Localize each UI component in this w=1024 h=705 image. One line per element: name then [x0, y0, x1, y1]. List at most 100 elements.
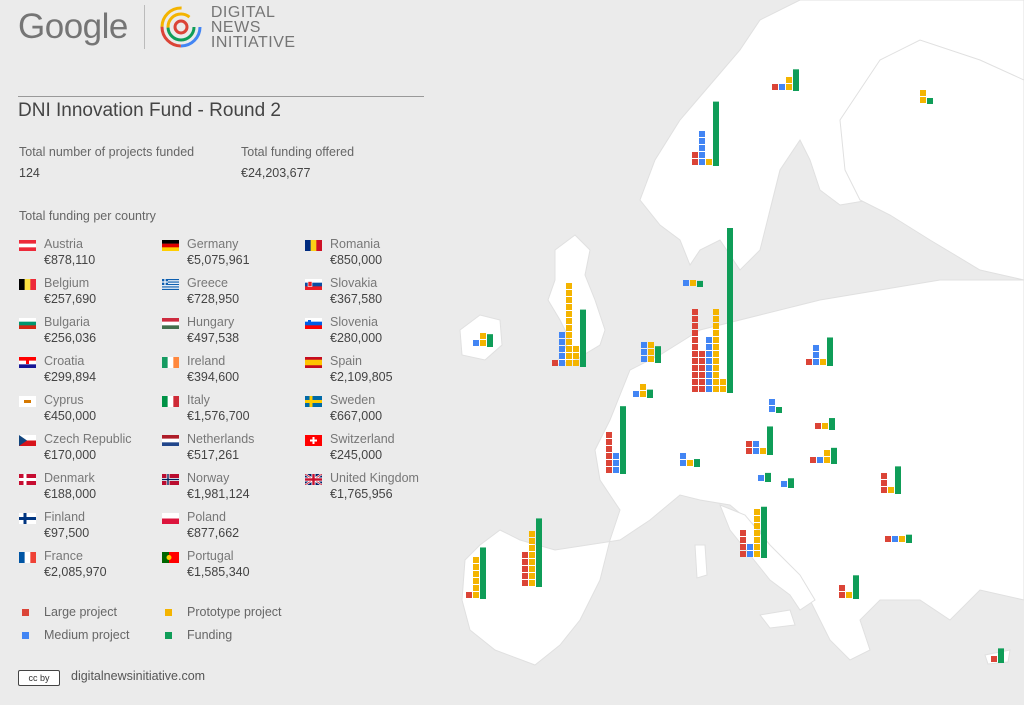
medium-project-cell	[706, 358, 712, 364]
map-landmass	[459, 0, 1024, 666]
legend-label: Prototype project	[187, 605, 282, 619]
country-item: Romania €850,000	[305, 237, 445, 273]
funding-bar	[767, 426, 773, 455]
country-name: Hungary	[187, 315, 235, 329]
large-project-cell	[699, 358, 705, 364]
google-logo[interactable]: Google	[18, 7, 128, 46]
large-project-cell	[885, 536, 891, 542]
country-name: Cyprus	[44, 393, 84, 407]
country-funding: €245,000	[330, 448, 383, 462]
country-item: Spain €2,109,805	[305, 354, 445, 390]
medium-project-cell	[706, 365, 712, 371]
medium-project-cell	[699, 152, 705, 158]
prototype-project-cell	[824, 457, 830, 463]
country-name: Ireland	[187, 354, 226, 368]
bar-group-portugal	[466, 547, 486, 599]
medium-project-cell	[706, 351, 712, 357]
medium-project-cell	[781, 481, 787, 487]
germany-flag	[162, 240, 179, 251]
large-project-cell	[815, 423, 821, 429]
switzerland-flag	[305, 435, 322, 446]
country-name: Italy	[187, 393, 210, 407]
slovenia-flag	[305, 318, 322, 329]
medium-project-cell	[747, 551, 753, 557]
dni-logo-word: NEWS	[210, 18, 261, 36]
bar-group-germany	[692, 228, 733, 393]
prototype-project-cell	[473, 564, 479, 570]
country-item: Slovakia €367,580	[305, 276, 445, 312]
medium-project-cell	[641, 349, 647, 355]
prototype-project-cell	[529, 538, 535, 544]
belgium-flag	[19, 279, 36, 290]
country-funding: €850,000	[330, 253, 383, 267]
prototype-project-cell	[529, 566, 535, 572]
funding-bar	[713, 101, 719, 166]
prototype-project-cell	[473, 585, 479, 591]
country-item: Italy €1,576,700	[162, 393, 302, 429]
medium-project-cell	[559, 339, 565, 345]
medium-project-cell	[633, 391, 639, 397]
country-name: Sweden	[330, 393, 376, 407]
portugal-flag	[162, 552, 179, 563]
funding-bar	[727, 228, 733, 393]
bar-group-spain	[522, 518, 542, 587]
large-project-cell	[692, 344, 698, 350]
united-kingdom-flag	[305, 474, 322, 485]
country-name: Czech Republic	[44, 432, 132, 446]
funding-bar	[480, 547, 486, 599]
country-name: Bulgaria	[44, 315, 90, 329]
prototype-project-cell	[473, 592, 479, 598]
legend-swatch	[22, 609, 29, 616]
large-project-cell	[522, 566, 528, 572]
dni-logo-word: INITIATIVE	[210, 33, 296, 51]
creative-commons-icon[interactable]: cc by	[18, 670, 60, 686]
prototype-project-cell	[566, 311, 572, 317]
prototype-project-cell	[566, 360, 572, 366]
large-project-cell	[839, 585, 845, 591]
country-item: Hungary €497,538	[162, 315, 302, 351]
sweden-flag	[305, 396, 322, 407]
per-country-label: Total funding per country	[19, 209, 156, 223]
page-title: DNI Innovation Fund - Round 2	[18, 100, 281, 121]
footer-link[interactable]: digitalnewsinitiative.com	[71, 669, 206, 683]
prototype-project-cell	[713, 351, 719, 357]
country-item: Greece €728,950	[162, 276, 302, 312]
prototype-project-cell	[713, 386, 719, 392]
bar-group-united-kingdom	[552, 283, 586, 367]
dni-logo-icon[interactable]	[159, 5, 203, 49]
bar-group-ireland	[473, 333, 493, 347]
prototype-project-cell	[529, 545, 535, 551]
country-name: Greece	[187, 276, 228, 290]
info-panel: Google DIGITAL NEWS INITIATIVE DNI Innov…	[0, 0, 440, 705]
country-item: Poland €877,662	[162, 510, 302, 546]
country-name: Austria	[44, 237, 83, 251]
large-project-cell	[606, 453, 612, 459]
large-project-cell	[692, 358, 698, 364]
country-name: Slovenia	[330, 315, 378, 329]
medium-project-cell	[699, 131, 705, 137]
country-name: France	[44, 549, 83, 563]
prototype-project-cell	[713, 358, 719, 364]
prototype-project-cell	[648, 349, 654, 355]
legend-label: Funding	[187, 628, 233, 642]
bulgaria-flag	[19, 318, 36, 329]
large-project-cell	[746, 441, 752, 447]
prototype-project-cell	[648, 342, 654, 348]
legend-label: Medium project	[44, 628, 130, 642]
country-item: Germany €5,075,961	[162, 237, 302, 273]
spain-flag	[305, 357, 322, 368]
prototype-project-cell	[786, 77, 792, 83]
prototype-project-cell	[566, 325, 572, 331]
bar-group-greece	[839, 575, 859, 599]
prototype-project-cell	[820, 359, 826, 365]
large-project-cell	[522, 580, 528, 586]
funding-bar	[829, 418, 835, 430]
prototype-project-cell	[690, 280, 696, 286]
funding-bar	[776, 407, 782, 413]
funding-bar	[906, 534, 912, 543]
prototype-project-cell	[760, 448, 766, 454]
country-funding: €1,585,340	[187, 565, 250, 579]
country-funding: €170,000	[44, 448, 97, 462]
large-project-cell	[692, 330, 698, 336]
prototype-project-cell	[640, 391, 646, 397]
